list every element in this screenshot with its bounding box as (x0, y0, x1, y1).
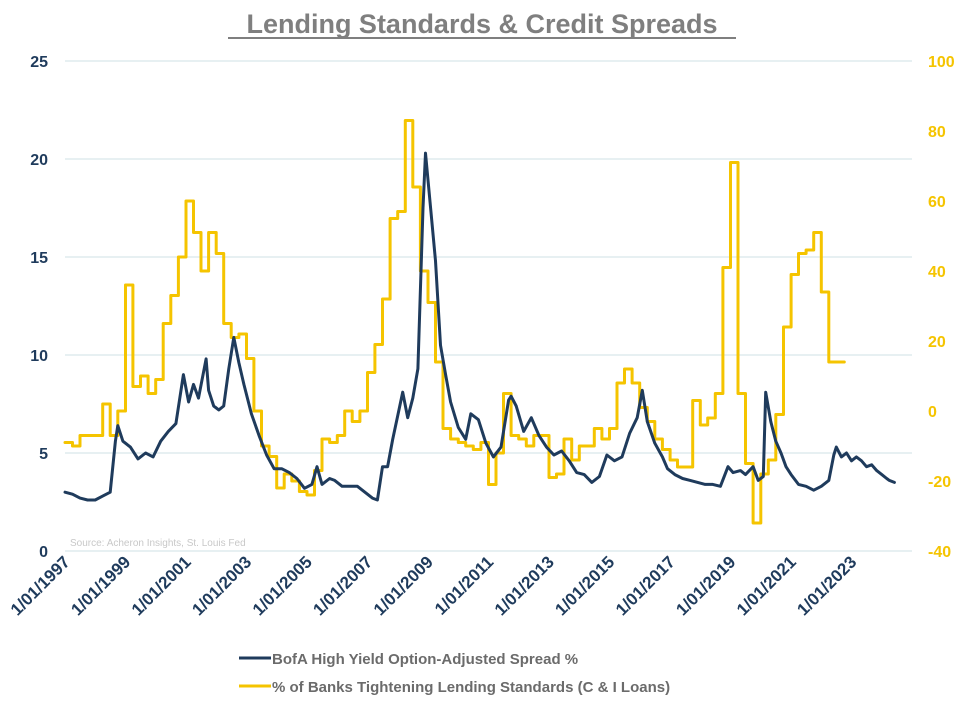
x-axis-ticks: 1/01/19971/01/19991/01/20011/01/20031/01… (7, 552, 860, 619)
x-tick-label: 1/01/2003 (188, 552, 255, 619)
x-tick-label: 1/01/2021 (733, 552, 800, 619)
left-tick-label: 10 (30, 348, 48, 365)
x-tick-label: 1/01/1999 (67, 552, 134, 619)
left-tick-label: 25 (30, 54, 48, 71)
x-tick-label: 1/01/2023 (793, 552, 860, 619)
left-tick-label: 0 (39, 544, 48, 561)
x-tick-label: 1/01/2019 (672, 552, 739, 619)
right-tick-label: 20 (928, 334, 946, 351)
x-tick-label: 1/01/1997 (7, 552, 74, 619)
x-tick-label: 1/01/2005 (249, 552, 316, 619)
x-tick-label: 1/01/2009 (370, 552, 437, 619)
x-tick-label: 1/01/2007 (309, 552, 376, 619)
legend: BofA High Yield Option-Adjusted Spread %… (239, 651, 670, 696)
right-tick-label: -20 (928, 474, 951, 491)
chart-title: Lending Standards & Credit Spreads (246, 9, 717, 39)
right-tick-label: 60 (928, 194, 946, 211)
right-tick-label: 100 (928, 54, 955, 71)
x-tick-label: 1/01/2013 (491, 552, 558, 619)
left-tick-label: 5 (39, 446, 48, 463)
x-tick-label: 1/01/2015 (551, 552, 618, 619)
right-tick-label: 80 (928, 124, 946, 141)
right-tick-label: -40 (928, 544, 951, 561)
left-tick-label: 15 (30, 250, 48, 267)
right-tick-label: 0 (928, 404, 937, 421)
x-tick-label: 1/01/2001 (128, 552, 195, 619)
left-axis-ticks: 0 5 10 15 20 25 (30, 54, 48, 561)
right-axis-ticks: -40 -20 0 20 40 60 80 100 (928, 54, 955, 561)
left-tick-label: 20 (30, 152, 48, 169)
series-line-lending (63, 119, 846, 525)
series-layer (63, 119, 896, 525)
series-line-spread (63, 151, 896, 502)
x-tick-label: 1/01/2011 (431, 552, 497, 618)
x-tick-label: 1/01/2017 (612, 552, 679, 619)
source-note: Source: Acheron Insights, St. Louis Fed (70, 538, 246, 549)
legend-label-lending: % of Banks Tightening Lending Standards … (272, 679, 670, 696)
right-tick-label: 40 (928, 264, 946, 281)
legend-label-spread: BofA High Yield Option-Adjusted Spread % (272, 651, 578, 668)
